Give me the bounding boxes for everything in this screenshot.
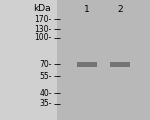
Text: 1: 1 xyxy=(84,5,90,14)
Bar xyxy=(110,62,130,67)
Text: 70-: 70- xyxy=(39,60,52,69)
Text: 40-: 40- xyxy=(39,89,52,97)
Text: 170-: 170- xyxy=(34,15,52,24)
Text: 130-: 130- xyxy=(34,25,52,34)
Text: 2: 2 xyxy=(117,5,123,14)
Bar xyxy=(77,62,97,67)
Text: 55-: 55- xyxy=(39,72,52,81)
Bar xyxy=(57,0,150,120)
Text: kDa: kDa xyxy=(33,4,51,13)
Text: 100-: 100- xyxy=(34,33,52,42)
Text: 35-: 35- xyxy=(39,99,52,108)
